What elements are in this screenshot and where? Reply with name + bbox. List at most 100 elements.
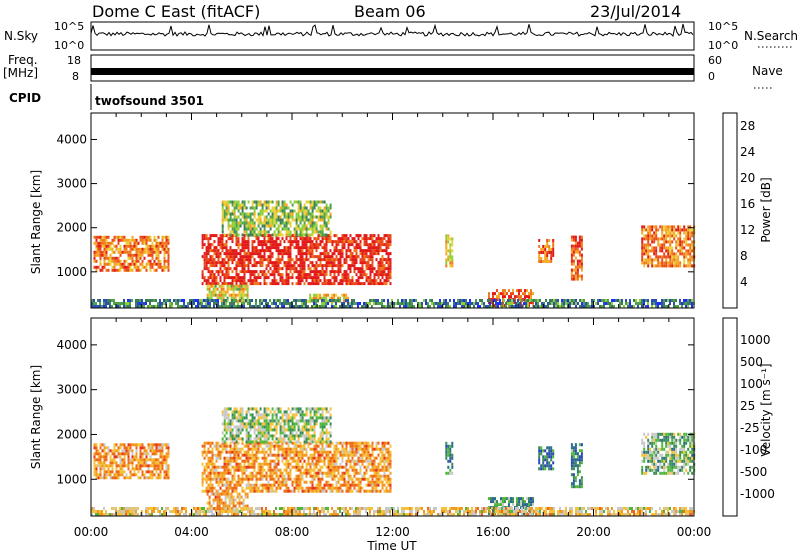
power-echo-cell	[231, 285, 233, 288]
velocity-echo-cell	[352, 481, 354, 484]
power-echo-cell	[146, 242, 148, 245]
power-echo-cell	[327, 302, 329, 305]
power-echo-cell	[252, 213, 254, 216]
velocity-echo-cell	[94, 446, 96, 449]
velocity-echo-cell	[154, 461, 156, 464]
power-echo-cell	[286, 225, 288, 228]
power-echo-cell	[643, 252, 645, 255]
velocity-echo-cell	[146, 449, 148, 452]
power-echo-cell	[264, 234, 266, 237]
power-echo-cell	[246, 234, 248, 237]
velocity-echo-cell	[224, 434, 226, 437]
power-echo-cell	[687, 299, 689, 302]
power-echo-cell	[260, 234, 262, 237]
power-echo-cell	[368, 282, 370, 285]
power-echo-cell	[647, 261, 649, 264]
velocity-echo-cell	[278, 481, 280, 484]
velocity-echo-cell	[242, 413, 244, 416]
power-echo-cell	[166, 245, 168, 248]
velocity-echo-cell	[134, 455, 136, 458]
power-echo-cell	[376, 252, 378, 255]
power-echo-cell	[310, 234, 312, 237]
power-echo-cell	[204, 276, 206, 279]
power-echo-cell	[250, 276, 252, 279]
velocity-echo-cell	[342, 457, 344, 460]
power-echo-cell	[260, 210, 262, 213]
power-echo-cell	[166, 239, 168, 242]
power-echo-cell	[685, 228, 687, 231]
velocity-echo-cell	[260, 472, 262, 475]
velocity-echo-cell	[260, 475, 262, 478]
power-echo-cell	[302, 210, 304, 213]
velocity-echo-cell	[340, 463, 342, 466]
velocity-echo-cell	[370, 460, 372, 463]
power-echo-cell	[350, 249, 352, 252]
power-echo-cell	[154, 245, 156, 248]
velocity-echo-cell	[226, 431, 228, 434]
power-echo-cell	[244, 255, 246, 258]
velocity-echo-cell	[128, 455, 130, 458]
velocity-echo-cell	[288, 472, 290, 475]
power-echo-cell	[655, 246, 657, 249]
power-echo-cell	[298, 270, 300, 273]
power-echo-cell	[276, 201, 278, 204]
velocity-echo-cell	[240, 469, 242, 472]
power-echo-cell	[292, 240, 294, 243]
velocity-echo-cell	[272, 442, 274, 445]
power-echo-cell	[372, 249, 374, 252]
power-echo-cell	[202, 234, 204, 237]
power-echo-cell	[158, 242, 160, 245]
power-echo-cell	[372, 267, 374, 270]
power-echo-cell	[278, 234, 280, 237]
velocity-echo-cell	[130, 476, 132, 479]
velocity-echo-cell	[100, 470, 102, 473]
power-echo-cell	[298, 276, 300, 279]
power-echo-cell	[262, 240, 264, 243]
power-echo-cell	[278, 216, 280, 219]
velocity-echo-cell	[244, 463, 246, 466]
velocity-echo-cell	[122, 461, 124, 464]
power-echo-cell	[643, 237, 645, 240]
velocity-echo-cell	[230, 487, 232, 490]
power-echo-cell	[314, 207, 316, 210]
velocity-echo-cell	[298, 469, 300, 472]
velocity-echo-cell	[104, 473, 106, 476]
velocity-echo-cell	[312, 454, 314, 457]
power-echo-cell	[380, 258, 382, 261]
velocity-echo-cell	[286, 448, 288, 451]
velocity-echo-cell	[244, 454, 246, 457]
power-echo-cell	[282, 213, 284, 216]
velocity-echo-cell	[144, 464, 146, 467]
velocity-echo-cell	[108, 470, 110, 473]
power-echo-cell	[98, 236, 100, 239]
power-echo-cell	[312, 216, 314, 219]
power-echo-cell	[168, 254, 170, 257]
velocity-echo-cell	[364, 466, 366, 469]
power-echo-cell	[242, 243, 244, 246]
power-echo-cell	[312, 255, 314, 258]
velocity-echo-cell	[166, 470, 168, 473]
power-echo-cell	[136, 263, 138, 266]
power-echo-cell	[687, 228, 689, 231]
power-echo-cell	[226, 213, 228, 216]
velocity-echo-cell	[270, 448, 272, 451]
power-echo-cell	[118, 248, 120, 251]
power-echo-cell	[487, 299, 489, 302]
power-echo-cell	[144, 251, 146, 254]
velocity-echo-cell	[282, 478, 284, 481]
velocity-echo-cell	[388, 454, 390, 457]
power-echo-cell	[228, 237, 230, 240]
power-echo-cell	[451, 237, 453, 240]
power-echo-cell	[252, 204, 254, 207]
velocity-echo-cell	[148, 470, 150, 473]
power-echo-cell	[673, 255, 675, 258]
power-echo-cell	[270, 225, 272, 228]
power-echo-cell	[244, 225, 246, 228]
power-echo-cell	[336, 246, 338, 249]
power-echo-cell	[511, 299, 513, 302]
power-echo-cell	[691, 264, 693, 267]
power-echo-cell	[300, 201, 302, 204]
power-echo-cell	[342, 276, 344, 279]
power-echo-cell	[238, 264, 240, 267]
power-echo-cell	[202, 282, 204, 285]
